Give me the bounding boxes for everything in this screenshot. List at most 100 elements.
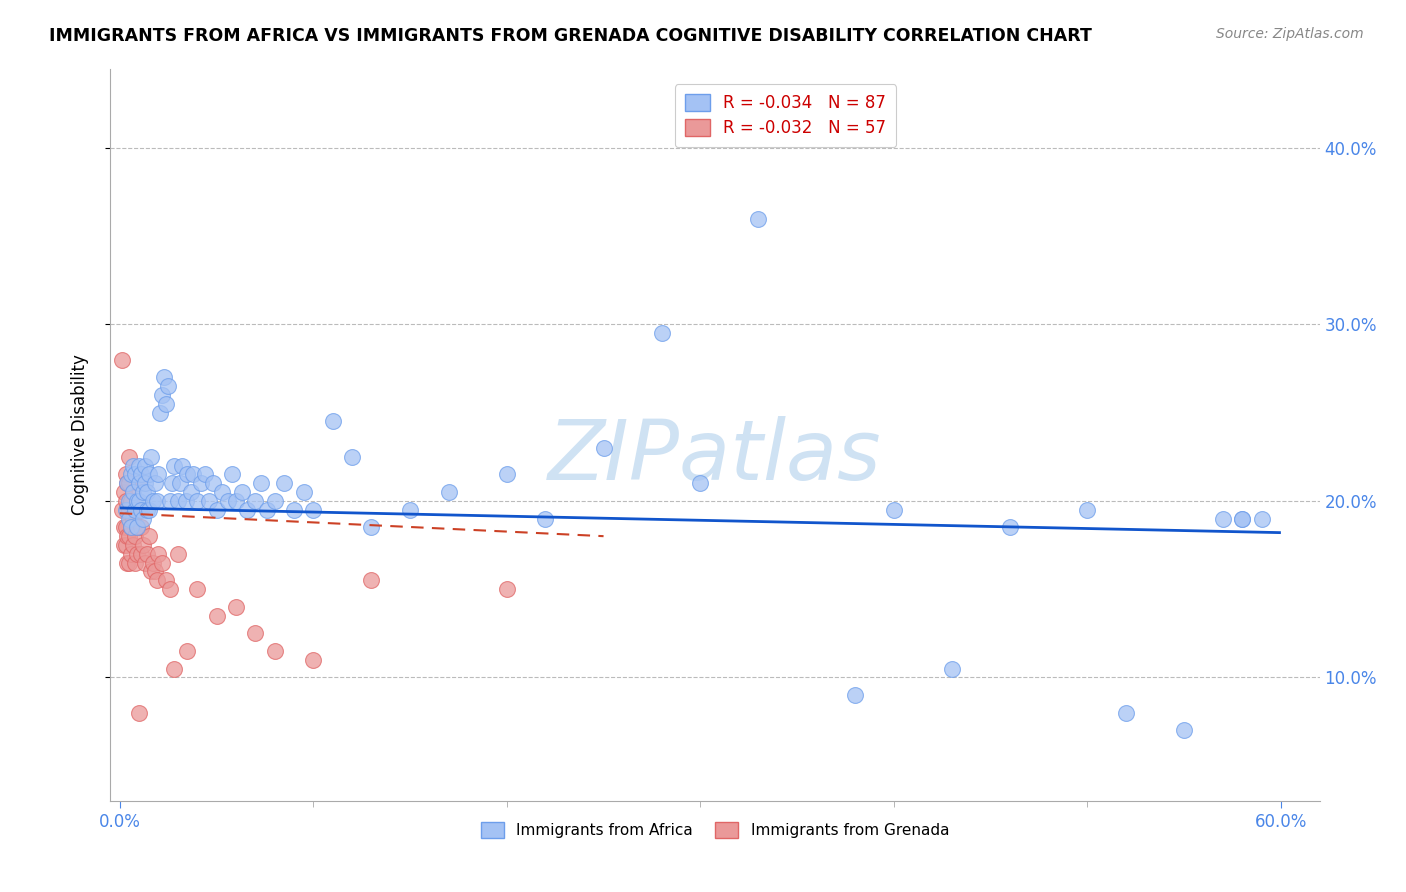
- Point: [128, 706, 150, 720]
- Point: [120, 467, 142, 482]
- Point: [689, 476, 711, 491]
- Point: [1250, 511, 1272, 525]
- Point: [1115, 706, 1137, 720]
- Point: [205, 502, 228, 516]
- Point: [1173, 723, 1195, 738]
- Point: [166, 547, 188, 561]
- Point: [149, 406, 172, 420]
- Point: [122, 511, 145, 525]
- Point: [112, 520, 135, 534]
- Point: [143, 476, 166, 491]
- Point: [122, 485, 145, 500]
- Point: [844, 688, 866, 702]
- Point: [127, 494, 149, 508]
- Point: [263, 494, 285, 508]
- Text: Source: ZipAtlas.com: Source: ZipAtlas.com: [1216, 27, 1364, 41]
- Point: [176, 644, 198, 658]
- Point: [250, 476, 273, 491]
- Point: [155, 574, 177, 588]
- Point: [118, 450, 141, 464]
- Point: [118, 556, 141, 570]
- Point: [112, 538, 135, 552]
- Point: [190, 476, 212, 491]
- Point: [150, 388, 173, 402]
- Point: [1230, 511, 1253, 525]
- Point: [114, 494, 136, 508]
- Point: [225, 599, 247, 614]
- Point: [360, 574, 382, 588]
- Point: [122, 458, 145, 473]
- Point: [148, 547, 170, 561]
- Y-axis label: Cognitive Disability: Cognitive Disability: [72, 354, 89, 516]
- Point: [117, 476, 139, 491]
- Point: [135, 547, 157, 561]
- Point: [245, 626, 267, 640]
- Point: [163, 458, 186, 473]
- Point: [153, 370, 176, 384]
- Point: [111, 352, 134, 367]
- Point: [139, 450, 162, 464]
- Point: [340, 450, 363, 464]
- Point: [592, 441, 614, 455]
- Point: [124, 529, 146, 543]
- Point: [495, 467, 517, 482]
- Point: [155, 397, 177, 411]
- Point: [132, 511, 155, 525]
- Point: [129, 547, 152, 561]
- Point: [169, 476, 191, 491]
- Point: [217, 494, 239, 508]
- Point: [138, 529, 160, 543]
- Point: [159, 582, 181, 596]
- Point: [174, 494, 197, 508]
- Point: [245, 494, 267, 508]
- Point: [150, 556, 173, 570]
- Point: [117, 556, 139, 570]
- Point: [181, 467, 204, 482]
- Point: [360, 520, 382, 534]
- Point: [148, 467, 170, 482]
- Point: [124, 467, 146, 482]
- Point: [941, 661, 963, 675]
- Legend: Immigrants from Africa, Immigrants from Grenada: Immigrants from Africa, Immigrants from …: [474, 816, 955, 845]
- Point: [112, 485, 135, 500]
- Point: [883, 502, 905, 516]
- Point: [118, 502, 141, 516]
- Point: [114, 502, 136, 516]
- Point: [128, 502, 150, 516]
- Point: [114, 520, 136, 534]
- Point: [135, 485, 157, 500]
- Point: [129, 502, 152, 516]
- Point: [145, 574, 167, 588]
- Point: [142, 556, 165, 570]
- Point: [747, 211, 769, 226]
- Point: [157, 379, 180, 393]
- Point: [201, 476, 224, 491]
- Point: [127, 520, 149, 534]
- Point: [211, 485, 233, 500]
- Point: [231, 485, 253, 500]
- Point: [159, 494, 181, 508]
- Point: [263, 644, 285, 658]
- Point: [1076, 502, 1098, 516]
- Point: [273, 476, 295, 491]
- Point: [120, 494, 142, 508]
- Point: [186, 494, 208, 508]
- Point: [256, 502, 278, 516]
- Point: [142, 494, 165, 508]
- Point: [129, 467, 152, 482]
- Point: [138, 467, 160, 482]
- Point: [134, 458, 156, 473]
- Point: [1212, 511, 1234, 525]
- Point: [134, 556, 156, 570]
- Point: [283, 502, 305, 516]
- Point: [651, 326, 673, 341]
- Point: [114, 538, 136, 552]
- Point: [194, 467, 217, 482]
- Point: [302, 502, 325, 516]
- Point: [128, 458, 150, 473]
- Point: [221, 467, 243, 482]
- Point: [128, 494, 150, 508]
- Point: [166, 494, 188, 508]
- Point: [128, 476, 150, 491]
- Point: [495, 582, 517, 596]
